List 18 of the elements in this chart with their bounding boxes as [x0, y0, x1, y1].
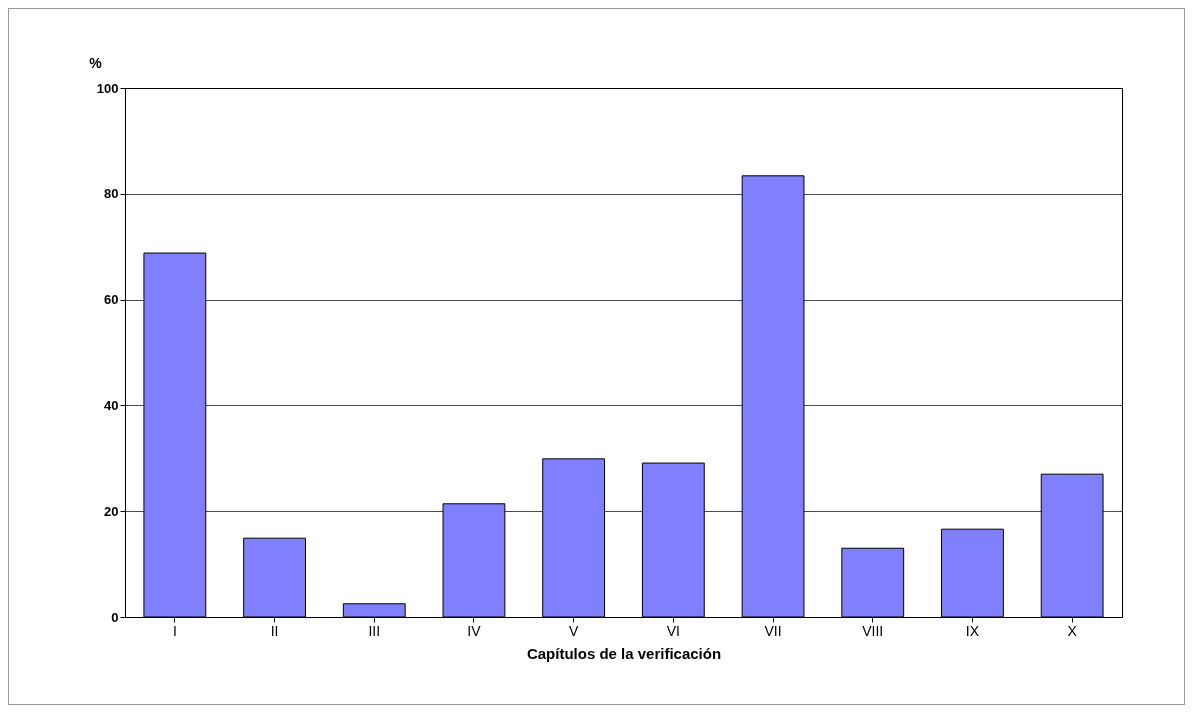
x-tick-label: V: [568, 622, 579, 639]
y-tick-label: 60: [104, 292, 119, 308]
x-tick-label: VII: [764, 622, 782, 639]
x-tick-label: III: [368, 622, 381, 639]
x-tick-label: IV: [467, 622, 482, 639]
y-tick-label: 80: [104, 186, 119, 202]
y-tick-label: 20: [104, 503, 119, 519]
x-axis-title: Capítulos de la verificación: [526, 644, 722, 662]
x-tick-label: VI: [666, 622, 680, 639]
x-tick-label: I: [172, 622, 177, 639]
x-tick-label: VIII: [862, 622, 884, 639]
y-tick-label: 100: [96, 80, 119, 96]
y-axis-title: %: [89, 54, 103, 71]
y-tick-label: 40: [104, 397, 119, 413]
y-tick-label: 0: [111, 609, 119, 625]
x-tick-label: X: [1067, 622, 1078, 639]
x-tick-label: II: [270, 622, 279, 639]
x-tick-label: IX: [965, 622, 980, 639]
